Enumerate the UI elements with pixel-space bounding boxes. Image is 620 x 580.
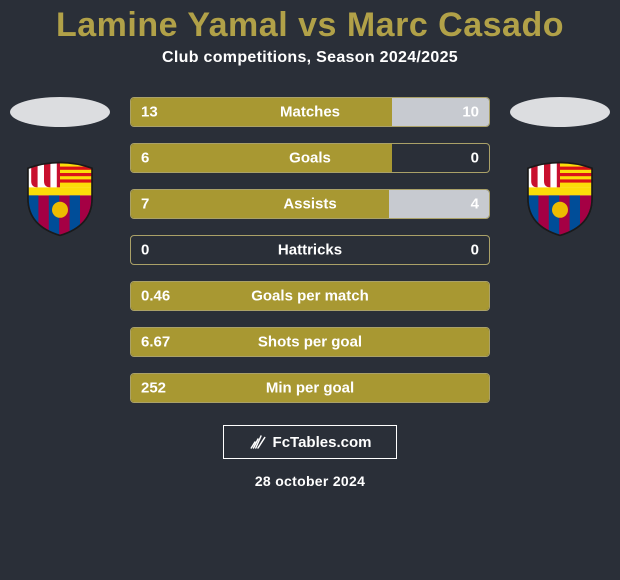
player-left-avatar-placeholder <box>10 97 110 127</box>
date-label: 28 october 2024 <box>0 473 620 489</box>
stat-value-left: 0 <box>141 242 149 259</box>
stat-label: Goals per match <box>251 288 369 305</box>
stat-label: Matches <box>280 104 340 121</box>
stat-value-left: 6 <box>141 150 149 167</box>
stat-value-right: 4 <box>471 196 479 213</box>
player-left-column <box>10 97 110 237</box>
stat-row: 0.46 Goals per match <box>130 281 490 311</box>
stat-row: 13 10 Matches <box>130 97 490 127</box>
stat-value-left: 252 <box>141 380 166 397</box>
stat-fill-left <box>131 144 392 172</box>
stat-value-left: 6.67 <box>141 334 170 351</box>
stat-fill-left <box>131 190 389 218</box>
stat-row: 252 Min per goal <box>130 373 490 403</box>
stat-value-right: 10 <box>462 104 479 121</box>
stat-value-right: 0 <box>471 150 479 167</box>
attribution-text: FcTables.com <box>273 434 372 451</box>
stat-row: 6.67 Shots per goal <box>130 327 490 357</box>
stat-label: Hattricks <box>278 242 342 259</box>
stat-value-right: 0 <box>471 242 479 259</box>
stat-value-left: 7 <box>141 196 149 213</box>
fc-barcelona-crest-icon <box>520 157 600 237</box>
comparison-content: 13 10 Matches 6 0 Goals 7 4 Assists 0 0 Hattricks 0.… <box>0 97 620 403</box>
stat-label: Shots per goal <box>258 334 362 351</box>
attribution-badge: FcTables.com <box>223 425 397 459</box>
stat-bars: 13 10 Matches 6 0 Goals 7 4 Assists 0 0 Hattricks 0.… <box>130 97 490 403</box>
page-title: Lamine Yamal vs Marc Casado <box>0 0 620 49</box>
player-right-avatar-placeholder <box>510 97 610 127</box>
stat-value-left: 0.46 <box>141 288 170 305</box>
player-right-column <box>510 97 610 237</box>
stat-value-left: 13 <box>141 104 158 121</box>
subtitle: Club competitions, Season 2024/2025 <box>0 49 620 67</box>
stat-label: Assists <box>283 196 336 213</box>
stat-row: 6 0 Goals <box>130 143 490 173</box>
stat-label: Goals <box>289 150 331 167</box>
fc-barcelona-crest-icon <box>20 157 100 237</box>
stat-fill-left <box>131 98 392 126</box>
fctables-logo-icon <box>249 433 267 451</box>
stat-row: 7 4 Assists <box>130 189 490 219</box>
stat-row: 0 0 Hattricks <box>130 235 490 265</box>
stat-label: Min per goal <box>266 380 354 397</box>
